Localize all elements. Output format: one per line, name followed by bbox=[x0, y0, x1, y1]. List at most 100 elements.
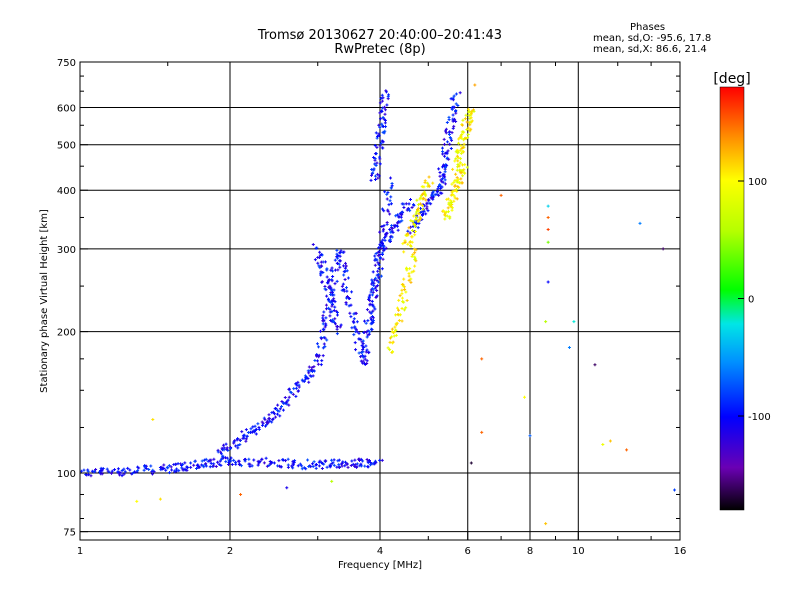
data-point bbox=[333, 300, 337, 304]
y-tick-label: 300 bbox=[57, 245, 76, 256]
data-point bbox=[459, 170, 463, 174]
data-point bbox=[300, 467, 304, 471]
data-point bbox=[333, 305, 337, 309]
data-point bbox=[331, 274, 335, 278]
data-point bbox=[378, 162, 382, 166]
data-point bbox=[460, 136, 464, 140]
data-point bbox=[263, 418, 267, 422]
data-point bbox=[374, 174, 378, 178]
data-point bbox=[378, 230, 382, 234]
data-point bbox=[355, 330, 359, 334]
data-point bbox=[389, 186, 393, 190]
data-point bbox=[219, 450, 223, 454]
data-point bbox=[202, 458, 206, 462]
data-point bbox=[333, 268, 337, 272]
data-point bbox=[244, 439, 248, 443]
data-point bbox=[385, 231, 389, 235]
data-point bbox=[280, 405, 284, 409]
data-point bbox=[376, 261, 380, 265]
data-point bbox=[661, 247, 665, 251]
data-point bbox=[370, 278, 374, 282]
data-point bbox=[371, 270, 375, 274]
data-point bbox=[416, 226, 420, 230]
data-point bbox=[446, 210, 450, 214]
data-point bbox=[327, 299, 331, 303]
data-point bbox=[82, 468, 86, 472]
data-point bbox=[409, 225, 413, 229]
data-point bbox=[336, 262, 339, 266]
data-point bbox=[162, 463, 166, 467]
data-point bbox=[454, 108, 458, 112]
data-point bbox=[381, 125, 385, 129]
data-point bbox=[338, 325, 342, 329]
data-point bbox=[378, 458, 382, 462]
data-point bbox=[271, 418, 275, 422]
data-point bbox=[309, 374, 313, 378]
data-point bbox=[348, 311, 352, 315]
data-point bbox=[229, 459, 233, 463]
data-point bbox=[458, 148, 462, 152]
data-point bbox=[307, 365, 311, 369]
data-point bbox=[441, 150, 445, 154]
data-point bbox=[369, 178, 373, 182]
data-point bbox=[380, 251, 384, 255]
data-point bbox=[254, 427, 258, 431]
data-point bbox=[454, 111, 458, 115]
data-point bbox=[105, 467, 109, 471]
data-point bbox=[359, 337, 363, 341]
data-point bbox=[306, 377, 310, 381]
data-point bbox=[143, 464, 147, 468]
data-point bbox=[327, 285, 331, 289]
data-point bbox=[224, 442, 228, 446]
data-point bbox=[324, 303, 328, 307]
data-point bbox=[405, 299, 409, 303]
data-point bbox=[440, 146, 444, 150]
data-point bbox=[325, 275, 329, 279]
data-point bbox=[189, 465, 193, 469]
data-point bbox=[375, 273, 379, 277]
data-point bbox=[151, 417, 155, 421]
data-point bbox=[380, 224, 384, 228]
data-point bbox=[262, 416, 266, 420]
data-point bbox=[331, 461, 335, 465]
data-point bbox=[119, 471, 123, 475]
data-point bbox=[234, 444, 238, 448]
data-point bbox=[409, 277, 413, 281]
data-point bbox=[229, 456, 233, 460]
data-point bbox=[355, 320, 359, 324]
data-point bbox=[340, 284, 344, 288]
data-point bbox=[332, 458, 336, 462]
data-point bbox=[378, 144, 382, 148]
data-point bbox=[480, 430, 484, 434]
data-point bbox=[320, 253, 324, 257]
data-point bbox=[413, 224, 417, 228]
data-point bbox=[307, 464, 311, 468]
data-point bbox=[204, 462, 208, 466]
data-point bbox=[319, 271, 323, 275]
data-point bbox=[374, 285, 378, 289]
data-point bbox=[198, 465, 202, 469]
data-point bbox=[339, 259, 343, 263]
data-point bbox=[257, 427, 261, 431]
data-point bbox=[408, 240, 412, 244]
data-point bbox=[414, 216, 418, 220]
data-point bbox=[267, 464, 271, 468]
data-point bbox=[330, 278, 334, 282]
data-point bbox=[339, 323, 343, 327]
data-point bbox=[310, 366, 314, 370]
data-point bbox=[378, 125, 382, 129]
data-point bbox=[189, 461, 193, 465]
data-point bbox=[460, 146, 464, 150]
data-point bbox=[242, 436, 246, 440]
data-point bbox=[335, 252, 339, 256]
data-point bbox=[321, 314, 325, 318]
data-point bbox=[441, 209, 445, 213]
data-point bbox=[365, 330, 369, 334]
data-point bbox=[365, 348, 369, 352]
data-point bbox=[297, 389, 301, 393]
data-point bbox=[441, 177, 445, 181]
data-point bbox=[128, 468, 132, 472]
data-point bbox=[252, 458, 256, 462]
data-point bbox=[353, 341, 357, 345]
data-point bbox=[466, 135, 470, 139]
